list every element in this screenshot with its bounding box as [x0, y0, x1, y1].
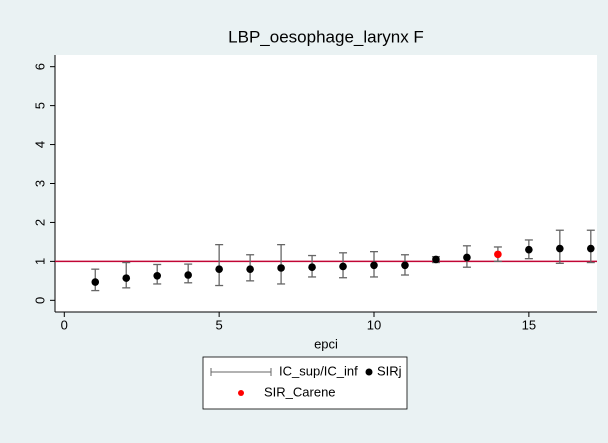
y-tick-label: 0	[32, 297, 47, 304]
point	[277, 264, 285, 272]
point	[308, 263, 316, 272]
point	[91, 278, 100, 286]
y-tick-label: 3	[32, 180, 47, 187]
legend-label: SIRj	[377, 363, 402, 378]
y-tick-label: 6	[32, 63, 47, 70]
y-tick-label: 5	[32, 102, 47, 109]
legend-swatch	[238, 390, 244, 396]
legend-label: IC_sup/IC_inf	[279, 363, 358, 378]
point	[246, 265, 254, 273]
x-tick-label: 10	[367, 317, 381, 332]
point	[153, 271, 162, 280]
legend-swatch	[365, 368, 373, 376]
y-tick-label: 4	[32, 141, 47, 148]
point	[525, 245, 533, 254]
point	[494, 250, 502, 259]
point	[401, 261, 409, 270]
point	[432, 255, 440, 264]
point	[587, 244, 595, 253]
point	[122, 274, 131, 282]
x-axis-title: epci	[314, 336, 338, 351]
y-tick-label: 2	[32, 219, 47, 226]
point	[215, 265, 223, 273]
legend-label: SIR_Carene	[264, 384, 336, 399]
point	[184, 271, 192, 279]
x-tick-label: 0	[61, 317, 68, 332]
point	[370, 261, 378, 270]
plot-area	[55, 55, 597, 312]
chart-title: LBP_oesophage_larynx F	[228, 27, 424, 46]
point	[556, 244, 564, 253]
point	[339, 262, 347, 271]
x-tick-label: 5	[216, 317, 223, 332]
y-tick-label: 1	[32, 258, 47, 265]
x-tick-label: 15	[522, 317, 536, 332]
legend	[202, 356, 408, 410]
point	[463, 253, 471, 262]
